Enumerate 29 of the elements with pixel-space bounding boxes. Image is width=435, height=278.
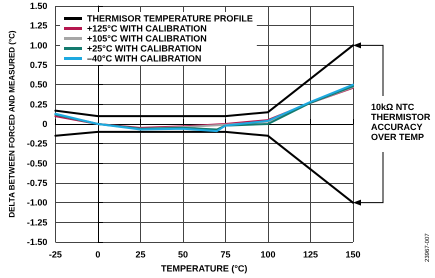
y-tick-label: -0.75	[26, 178, 48, 188]
legend-label: +25°C WITH CALIBRATION	[87, 44, 202, 54]
x-tick-label: -25	[48, 250, 62, 260]
y-tick-label: 0.50	[30, 80, 48, 90]
y-tick-label: 1.25	[30, 20, 48, 31]
y-axis-title: DELTA BETWEEN FORCED AND MEASURED (°C)	[8, 30, 16, 218]
x-tick-label: 150	[345, 250, 361, 260]
y-tick-label: -1.50	[26, 237, 48, 247]
legend-label: –40°C WITH CALIBRATION	[87, 54, 202, 64]
x-tick-label: 50	[178, 250, 188, 260]
y-tick-label: -1.00	[26, 198, 48, 208]
x-tick-label: 0	[95, 250, 100, 260]
legend-label: THERMISOR TEMPERATURE PROFILE	[87, 14, 253, 24]
y-tick-label: 0.75	[30, 60, 48, 70]
x-axis-title: TEMPERATURE (°C)	[160, 263, 248, 274]
x-tick-label: 25	[135, 250, 146, 260]
y-tick-label: 1.50	[30, 1, 48, 11]
x-tick-label: 100	[260, 250, 276, 260]
text: 10kΩ NTC THERMISTOR ACCURACY OVER TEMP	[371, 102, 433, 142]
y-tick-label: 0.25	[30, 99, 48, 110]
y-tick-label: 0	[42, 119, 48, 129]
x-tick-label: 125	[302, 250, 318, 260]
y-tick-label: -0.50	[26, 158, 48, 168]
y-tick-label: -1.25	[26, 217, 48, 228]
y-tick-label: -0.25	[26, 138, 48, 149]
legend-label: +105°C WITH CALIBRATION	[87, 34, 207, 44]
y-tick-label: 1.00	[30, 40, 48, 50]
legend-label: +125°C WITH CALIBRATION	[87, 24, 207, 34]
x-tick-label: 75	[220, 250, 230, 260]
